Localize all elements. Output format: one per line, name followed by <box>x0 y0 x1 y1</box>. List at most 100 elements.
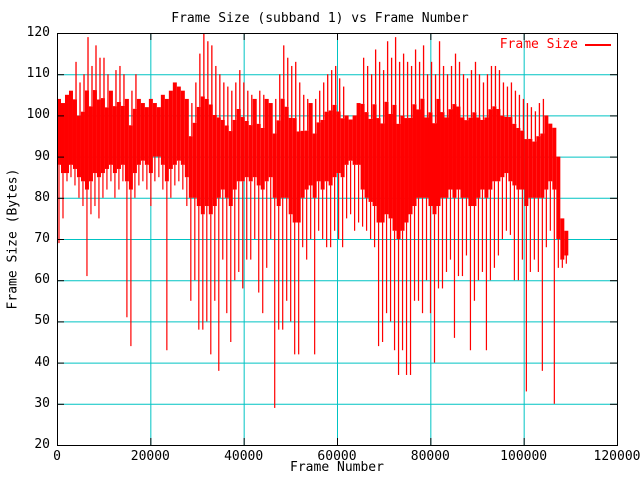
series-frame-size-band <box>100 98 105 174</box>
series-frame-size-spike-low <box>473 206 476 301</box>
series-frame-size-spike-high <box>79 82 81 116</box>
series-frame-size-band <box>160 94 165 165</box>
series-frame-size-spike-low <box>286 197 288 301</box>
series-frame-size-spike-low <box>461 197 464 277</box>
series-frame-size-spike-low <box>174 164 176 186</box>
series-frame-size-spike-high <box>442 65 445 113</box>
series-frame-size-band <box>272 133 277 198</box>
series-frame-size-spike-low <box>465 197 468 256</box>
series-frame-size-spike-low <box>150 173 152 207</box>
series-frame-size-spike-low <box>513 185 515 281</box>
series-frame-size-spike-low <box>322 189 324 239</box>
series-frame-size-band <box>224 125 229 198</box>
series-frame-size-band <box>480 119 485 190</box>
series-frame-size-spike-high <box>235 82 237 120</box>
series-frame-size-spike-low <box>541 197 543 371</box>
series-frame-size-spike-low <box>122 164 124 182</box>
series-frame-size-spike-low <box>393 230 396 351</box>
series-frame-size-spike-high <box>426 74 429 118</box>
series-frame-size-band <box>80 111 85 182</box>
series-frame-size-spike-high <box>295 61 297 119</box>
series-frame-size-band <box>472 112 477 207</box>
series-frame-size-band <box>192 122 197 198</box>
series-frame-size-band <box>488 109 493 190</box>
series-frame-size-band <box>196 106 201 207</box>
series-frame-size-spike-high <box>323 82 325 120</box>
series-frame-size-band <box>136 98 141 165</box>
series-frame-size-spike-low <box>357 164 360 223</box>
x-tick-label: 120000 <box>593 449 640 464</box>
series-frame-size-band <box>372 104 377 207</box>
series-frame-size-spike-high <box>87 37 89 91</box>
series-frame-size-spike-low <box>250 181 252 260</box>
series-frame-size-spike-high <box>207 41 209 99</box>
series-frame-size-spike-low <box>557 239 559 268</box>
series-frame-size-band <box>364 112 369 198</box>
series-frame-size-band <box>148 98 153 174</box>
series-frame-size-spike-low <box>389 218 392 322</box>
series-frame-size-band <box>388 113 393 219</box>
series-frame-size-band <box>396 123 401 239</box>
series-frame-size-band <box>552 127 557 190</box>
series-frame-size-spike-high <box>510 82 513 118</box>
series-frame-size-spike-low <box>417 197 420 301</box>
series-frame-size-spike-high <box>374 49 377 105</box>
series-frame-size-spike-low <box>202 214 204 330</box>
series-frame-size-band <box>476 117 481 198</box>
series-frame-size-spike-high <box>530 107 533 139</box>
series-frame-size-band <box>564 230 569 256</box>
y-tick-label: 100 <box>26 107 50 123</box>
series-frame-size-band <box>276 120 281 207</box>
series-frame-size-band <box>116 102 121 169</box>
series-frame-size-spike-low <box>537 197 539 272</box>
series-frame-size-band <box>304 130 309 190</box>
series-frame-size-spike-low <box>126 181 128 318</box>
series-frame-size-spike-low <box>78 177 80 198</box>
series-frame-size-spike-low <box>314 197 316 355</box>
series-frame-size-spike-low <box>274 197 276 408</box>
series-frame-size-spike-low <box>142 160 144 182</box>
series-frame-size-spike-high <box>75 61 77 100</box>
series-frame-size-spike-low <box>489 189 492 281</box>
series-frame-size-spike-high <box>119 65 121 103</box>
series-frame-size-band <box>348 119 353 161</box>
series-frame-size-band <box>512 123 517 186</box>
series-frame-size-spike-low <box>94 173 96 207</box>
series-frame-size-spike-low <box>214 206 216 301</box>
series-frame-size-spike-high <box>502 82 505 116</box>
series-frame-size-spike-low <box>385 214 388 314</box>
series-frame-size-spike-high <box>542 98 545 134</box>
series-frame-size-band <box>452 104 457 198</box>
series-frame-size-spike-low <box>158 156 160 178</box>
series-frame-size-spike-low <box>334 177 336 231</box>
series-frame-size-spike-low <box>350 160 352 215</box>
series-frame-size-spike-high <box>219 74 221 118</box>
series-frame-size-spike-high <box>135 74 137 109</box>
series-frame-size-spike-high <box>494 65 497 107</box>
series-frame-size-band <box>212 114 217 207</box>
series-frame-size-spike-low <box>485 197 488 351</box>
series-frame-size-spike-high <box>382 70 385 124</box>
series-frame-size-spike-low <box>493 181 496 268</box>
series-frame-size-spike-low <box>166 181 168 351</box>
series-frame-size-spike-low <box>210 214 212 355</box>
series-frame-size-spike-low <box>397 239 400 375</box>
series-frame-size-band <box>400 115 405 231</box>
series-frame-size-band <box>156 107 161 157</box>
series-frame-size-band <box>164 98 169 182</box>
series-frame-size-band <box>428 112 433 207</box>
series-frame-size-spike-high <box>518 94 521 128</box>
series-frame-size-band <box>84 90 89 190</box>
series-frame-size-band <box>548 123 553 182</box>
series-frame-size-spike-high <box>335 65 337 105</box>
series-frame-size-spike-low <box>429 206 432 314</box>
series-frame-size-spike-low <box>330 185 332 248</box>
series-frame-size-band <box>448 109 453 190</box>
series-frame-size-spike-low <box>118 168 120 190</box>
series-frame-size-spike-high <box>331 70 333 111</box>
series-frame-size-band <box>244 120 249 178</box>
x-tick-label: 20000 <box>130 449 170 464</box>
series-frame-size-spike-high <box>131 90 133 126</box>
series-frame-size-spike-high <box>91 65 93 107</box>
series-frame-size-spike-low <box>405 222 408 375</box>
